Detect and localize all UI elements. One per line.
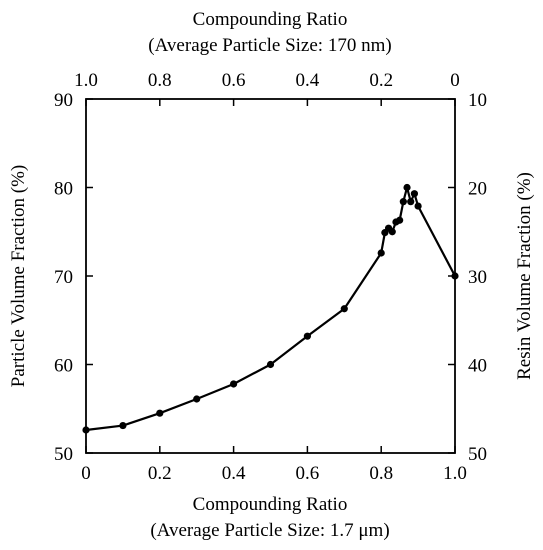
data-point: [119, 421, 127, 430]
x-bottom-title-line2: (Average Particle Size: 1.7 μm): [150, 520, 389, 541]
y-right-tick-label: 50: [468, 444, 487, 465]
data-point: [193, 395, 201, 403]
x-bottom-title-line1: Compounding Ratio: [193, 494, 348, 515]
x-bottom-tick-label: 0.4: [222, 463, 246, 484]
data-point: [399, 198, 407, 206]
x-top-title-line1: Compounding Ratio: [193, 9, 348, 30]
data-point: [82, 426, 90, 434]
y-right-tick-label: 10: [468, 90, 487, 111]
series-line: [85, 186, 456, 432]
y-left-tick-label: 60: [54, 356, 73, 377]
y-left-tick-label: 90: [54, 90, 73, 111]
y-left-title: Particle Volume Fraction (%): [8, 165, 29, 388]
data-point: [266, 360, 275, 369]
y-right-tick-label: 40: [468, 356, 487, 377]
data-point: [396, 216, 404, 224]
plot-area-border: [85, 98, 456, 454]
data-point: [451, 272, 459, 280]
y-left-tick-label: 70: [54, 267, 73, 288]
x-top-title-line2: (Average Particle Size: 170 nm): [148, 35, 391, 56]
x-bottom-tick-label: 0.2: [148, 463, 172, 484]
y-left-tick-label: 80: [54, 179, 73, 200]
x-top-tick-label: 0.4: [296, 70, 320, 91]
y-left-tick-label: 50: [54, 444, 73, 465]
y-right-tick-label: 30: [468, 267, 487, 288]
data-point: [156, 409, 164, 417]
data-point: [410, 190, 419, 198]
axis-tick-labels: 0 0.2 0.4 0.6 0.8 1.0 1.0 0.8 0.6 0.4 0.2 0 50 60 70 80…: [54, 70, 487, 484]
x-bottom-tick-label: 0.8: [369, 463, 393, 484]
axis-ticks: [85, 98, 456, 454]
x-top-tick-label: 0.8: [148, 70, 172, 91]
data-point: [340, 305, 348, 313]
data-point: [414, 202, 422, 210]
plot-frame: [85, 98, 456, 454]
y-right-title: Resin Volume Fraction (%): [514, 172, 535, 380]
data-point: [303, 332, 311, 340]
x-bottom-tick-label: 1.0: [443, 463, 467, 484]
data-series: [82, 183, 459, 434]
data-point: [230, 380, 238, 388]
y-right-tick-label: 20: [468, 179, 487, 200]
x-bottom-tick-label: 0: [81, 463, 91, 484]
x-top-tick-label: 0.6: [222, 70, 246, 91]
x-bottom-tick-label: 0.6: [296, 463, 320, 484]
data-point: [388, 228, 396, 236]
x-top-tick-label: 0: [450, 70, 460, 91]
data-point: [407, 198, 415, 206]
x-top-tick-label: 1.0: [74, 70, 98, 91]
data-point: [403, 183, 411, 192]
x-top-tick-label: 0.2: [369, 70, 393, 91]
data-point: [377, 249, 385, 257]
